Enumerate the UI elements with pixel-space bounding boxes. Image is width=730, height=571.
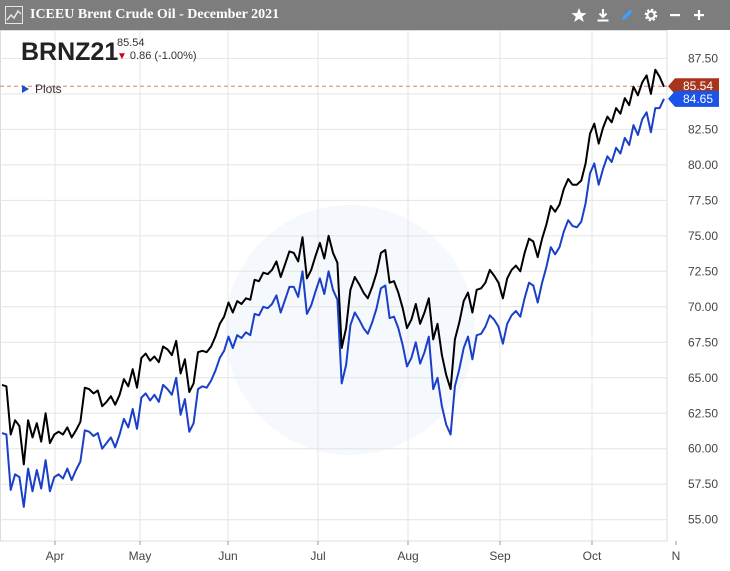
- y-tick-label: 55.00: [688, 513, 718, 527]
- symbol-label: BRNZ21: [21, 38, 119, 66]
- y-tick-label: 67.50: [688, 335, 718, 349]
- expand-triangle-icon[interactable]: [22, 85, 29, 93]
- chart-area[interactable]: 87.5085.0082.5080.0077.5075.0072.5070.00…: [0, 30, 730, 566]
- minimize-icon[interactable]: [665, 5, 685, 25]
- series-line-plots: [1, 98, 665, 508]
- y-tick-label: 65.00: [688, 371, 718, 385]
- x-tick-label: Jun: [218, 549, 237, 563]
- legend-plots[interactable]: Plots: [22, 82, 62, 96]
- price-chart[interactable]: 87.5085.0082.5080.0077.5075.0072.5070.00…: [0, 30, 730, 566]
- gear-icon[interactable]: [641, 5, 661, 25]
- y-tick-label: 87.50: [688, 51, 718, 65]
- window-title: ICEEU Brent Crude Oil - December 2021: [30, 7, 280, 22]
- y-tick-label: 70.00: [688, 300, 718, 314]
- x-tick-label: Oct: [583, 549, 602, 563]
- series-line-brnz21: [1, 68, 665, 466]
- price-tag-price: [668, 78, 719, 95]
- x-tick-label: N: [672, 549, 681, 563]
- y-tick-label: 80.00: [688, 158, 718, 172]
- chart-app-icon: [5, 6, 23, 24]
- x-tick-label: May: [129, 549, 152, 563]
- pencil-icon[interactable]: [617, 5, 637, 25]
- download-icon[interactable]: [593, 5, 613, 25]
- y-tick-label: 72.50: [688, 264, 718, 278]
- change-value: 0.86 (-1.00%): [129, 50, 197, 62]
- y-tick-label: 75.00: [688, 229, 718, 243]
- x-tick-label: Aug: [397, 549, 418, 563]
- price-tag-plots: [668, 90, 719, 107]
- x-tick-label: Sep: [489, 549, 511, 563]
- down-arrow-icon: ▼: [117, 50, 127, 62]
- x-tick-label: Apr: [46, 549, 65, 563]
- window-titlebar: ICEEU Brent Crude Oil - December 2021: [0, 0, 730, 30]
- add-icon[interactable]: [689, 5, 709, 25]
- price-tag-label: 85.54: [683, 79, 713, 93]
- y-tick-label: 62.50: [688, 406, 718, 420]
- y-tick-label: 77.50: [688, 193, 718, 207]
- price-tag-label: 84.65: [683, 92, 713, 106]
- price-change: ▼ 0.86 (-1.00%): [117, 50, 197, 62]
- star-icon[interactable]: [569, 5, 589, 25]
- y-tick-label: 82.50: [688, 122, 718, 136]
- y-tick-label: 57.50: [688, 477, 718, 491]
- last-price: 85.54: [117, 37, 145, 49]
- y-tick-label: 60.00: [688, 442, 718, 456]
- x-tick-label: Jul: [310, 549, 325, 563]
- legend-plots-label: Plots: [35, 82, 62, 96]
